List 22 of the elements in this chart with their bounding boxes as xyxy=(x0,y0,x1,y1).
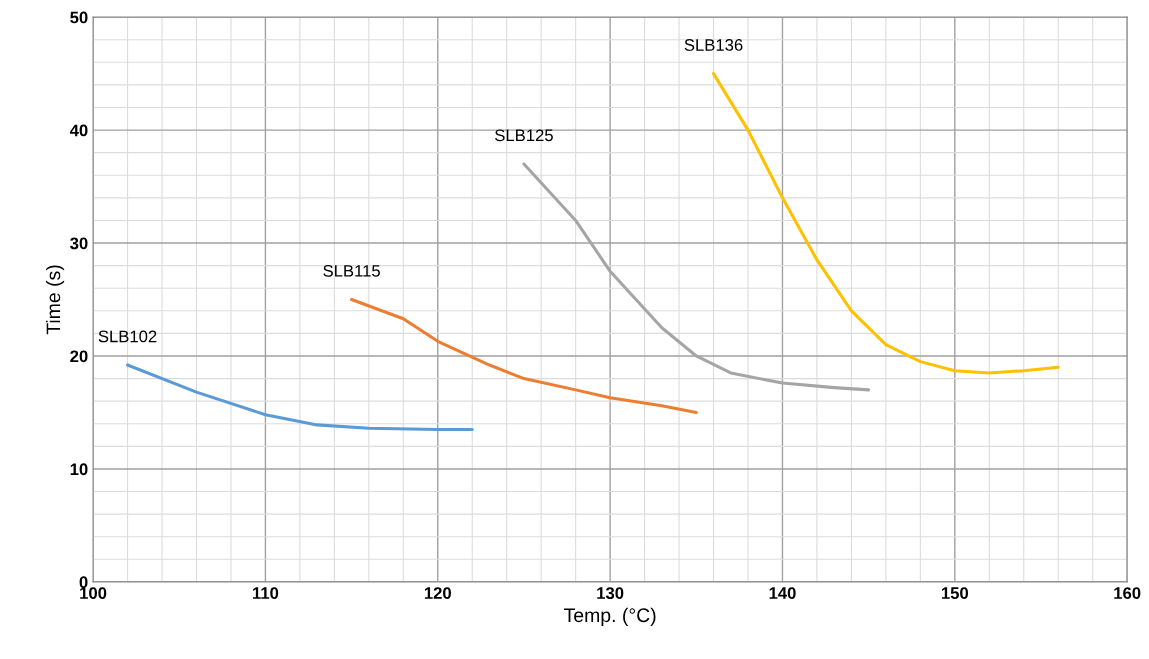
series-label: SLB136 xyxy=(684,39,743,51)
x-tick-label: 110 xyxy=(253,587,279,599)
x-tick-label: 100 xyxy=(80,587,107,599)
x-tick-label: 140 xyxy=(769,587,796,599)
y-tick-label: 30 xyxy=(70,237,88,250)
x-tick-label: 120 xyxy=(424,587,451,599)
line-series xyxy=(712,72,1060,375)
y-tick-label: 50 xyxy=(70,11,88,24)
x-tick-label: 150 xyxy=(941,587,969,599)
y-tick-label: 20 xyxy=(70,350,88,363)
series-label: SLB102 xyxy=(98,330,157,343)
x-tick-label: 130 xyxy=(597,587,624,600)
x-tick-label: 160 xyxy=(1114,587,1141,599)
y-tick-label: 40 xyxy=(69,124,88,137)
line-series xyxy=(126,363,474,431)
y-tick-label: 0 xyxy=(79,576,88,589)
x-axis-title: Temp. (°C) xyxy=(564,607,656,626)
y-tick-label: 10 xyxy=(70,463,88,476)
series-label: SLB115 xyxy=(323,264,380,277)
series-label: SLB125 xyxy=(495,129,553,142)
y-axis-title: Time (s) xyxy=(45,265,65,335)
line-series xyxy=(350,297,698,414)
